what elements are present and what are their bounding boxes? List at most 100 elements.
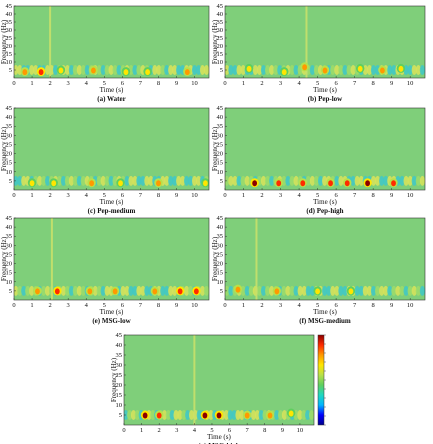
band-cell <box>260 175 267 186</box>
band-cell <box>281 285 287 296</box>
band-cell <box>260 65 267 75</box>
band-cell <box>256 65 263 75</box>
y-tick-label: 25 <box>217 141 224 148</box>
hotspot <box>51 180 57 187</box>
hotspot <box>89 180 95 187</box>
y-axis-label: Frequency (Hz) <box>0 236 8 281</box>
hotspot <box>288 410 294 417</box>
x-tick-label: 8 <box>372 80 375 87</box>
x-tick-label: 4 <box>85 80 89 87</box>
band-cell <box>366 65 373 75</box>
band-cell <box>132 285 138 296</box>
y-tick-label: 30 <box>116 362 123 369</box>
band-cell <box>240 175 246 186</box>
x-tick-label: 9 <box>390 80 393 87</box>
band-cell <box>132 65 138 75</box>
band-cell <box>370 285 377 296</box>
hotspot <box>344 180 350 187</box>
x-tick-label: 7 <box>353 192 357 199</box>
band-cell <box>313 175 320 186</box>
x-tick-label: 3 <box>67 80 70 87</box>
band-cell <box>181 410 187 420</box>
band-cell <box>127 410 133 420</box>
band-cell <box>208 410 214 420</box>
hotspot <box>276 180 282 187</box>
plot-frame <box>224 107 426 191</box>
panel-caption: (d) Pep-high <box>306 207 343 215</box>
hotspot <box>54 288 60 295</box>
hotspot <box>123 69 129 76</box>
x-tick-label: 10 <box>297 427 304 434</box>
band-cell <box>411 175 417 186</box>
band-cell <box>14 175 19 186</box>
band-cell <box>383 285 389 296</box>
x-tick-label: 6 <box>334 302 338 309</box>
band-cell <box>225 285 230 296</box>
y-tick-label: 30 <box>6 27 13 34</box>
y-tick-label: 25 <box>6 141 13 148</box>
y-tick-label: 10 <box>217 59 224 66</box>
x-tick-label: 1 <box>242 192 245 199</box>
x-tick-label: 8 <box>372 192 375 199</box>
x-tick-label: 3 <box>279 80 282 87</box>
band-cell <box>172 285 178 296</box>
y-tick-label: 5 <box>220 178 223 185</box>
x-tick-label: 1 <box>30 80 33 87</box>
band-cell <box>199 65 206 75</box>
y-tick-label: 20 <box>217 43 224 50</box>
x-tick-label: 1 <box>242 80 245 87</box>
hotspot <box>156 412 162 419</box>
hotspot <box>315 288 320 295</box>
band-cell <box>161 410 168 420</box>
y-tick-label: 20 <box>217 151 224 158</box>
band-cell <box>403 175 409 186</box>
band-cell <box>191 65 198 75</box>
y-tick-label: 5 <box>9 288 12 295</box>
x-tick-label: 6 <box>121 192 125 199</box>
hotspot <box>29 180 35 187</box>
band-cell <box>411 65 417 75</box>
band-cell <box>322 285 328 296</box>
y-tick-label: 30 <box>217 132 224 139</box>
band-cell <box>407 285 413 296</box>
band-cell <box>317 175 324 186</box>
band-cell <box>338 175 344 186</box>
band-cell <box>269 285 275 296</box>
hotspot <box>156 180 161 187</box>
x-tick-label: 1 <box>30 192 33 199</box>
x-tick-label: 9 <box>175 302 178 309</box>
y-tick-label: 35 <box>6 233 13 240</box>
y-tick-label: 40 <box>6 114 13 121</box>
x-tick-label: 9 <box>390 302 393 309</box>
band-cell <box>231 410 237 420</box>
y-tick-label: 45 <box>217 3 224 10</box>
band-cell <box>223 410 229 420</box>
plot-frame <box>13 107 210 191</box>
band-cell <box>342 65 348 75</box>
x-tick-label: 5 <box>210 427 213 434</box>
band-cell <box>64 175 71 186</box>
band-cell <box>64 65 71 75</box>
band-cell <box>76 65 82 75</box>
band-cell <box>25 285 31 296</box>
band-cell <box>232 65 238 75</box>
y-tick-label: 35 <box>217 233 224 240</box>
band-cell <box>374 65 381 75</box>
x-tick-label: 7 <box>139 192 143 199</box>
y-tick-label: 35 <box>6 123 13 130</box>
band-cell <box>144 175 150 186</box>
y-tick-label: 15 <box>6 51 13 58</box>
x-tick-label: 2 <box>48 302 51 309</box>
band-cell <box>52 65 59 75</box>
band-cell <box>236 175 242 186</box>
y-tick-label: 40 <box>116 342 123 349</box>
x-tick-label: 5 <box>103 302 106 309</box>
x-tick-label: 7 <box>353 302 357 309</box>
hotspot <box>87 288 93 295</box>
x-tick-label: 8 <box>157 80 160 87</box>
band-cell <box>136 175 142 186</box>
band-cell <box>140 175 146 186</box>
x-tick-label: 4 <box>193 427 197 434</box>
hotspot <box>142 412 148 419</box>
